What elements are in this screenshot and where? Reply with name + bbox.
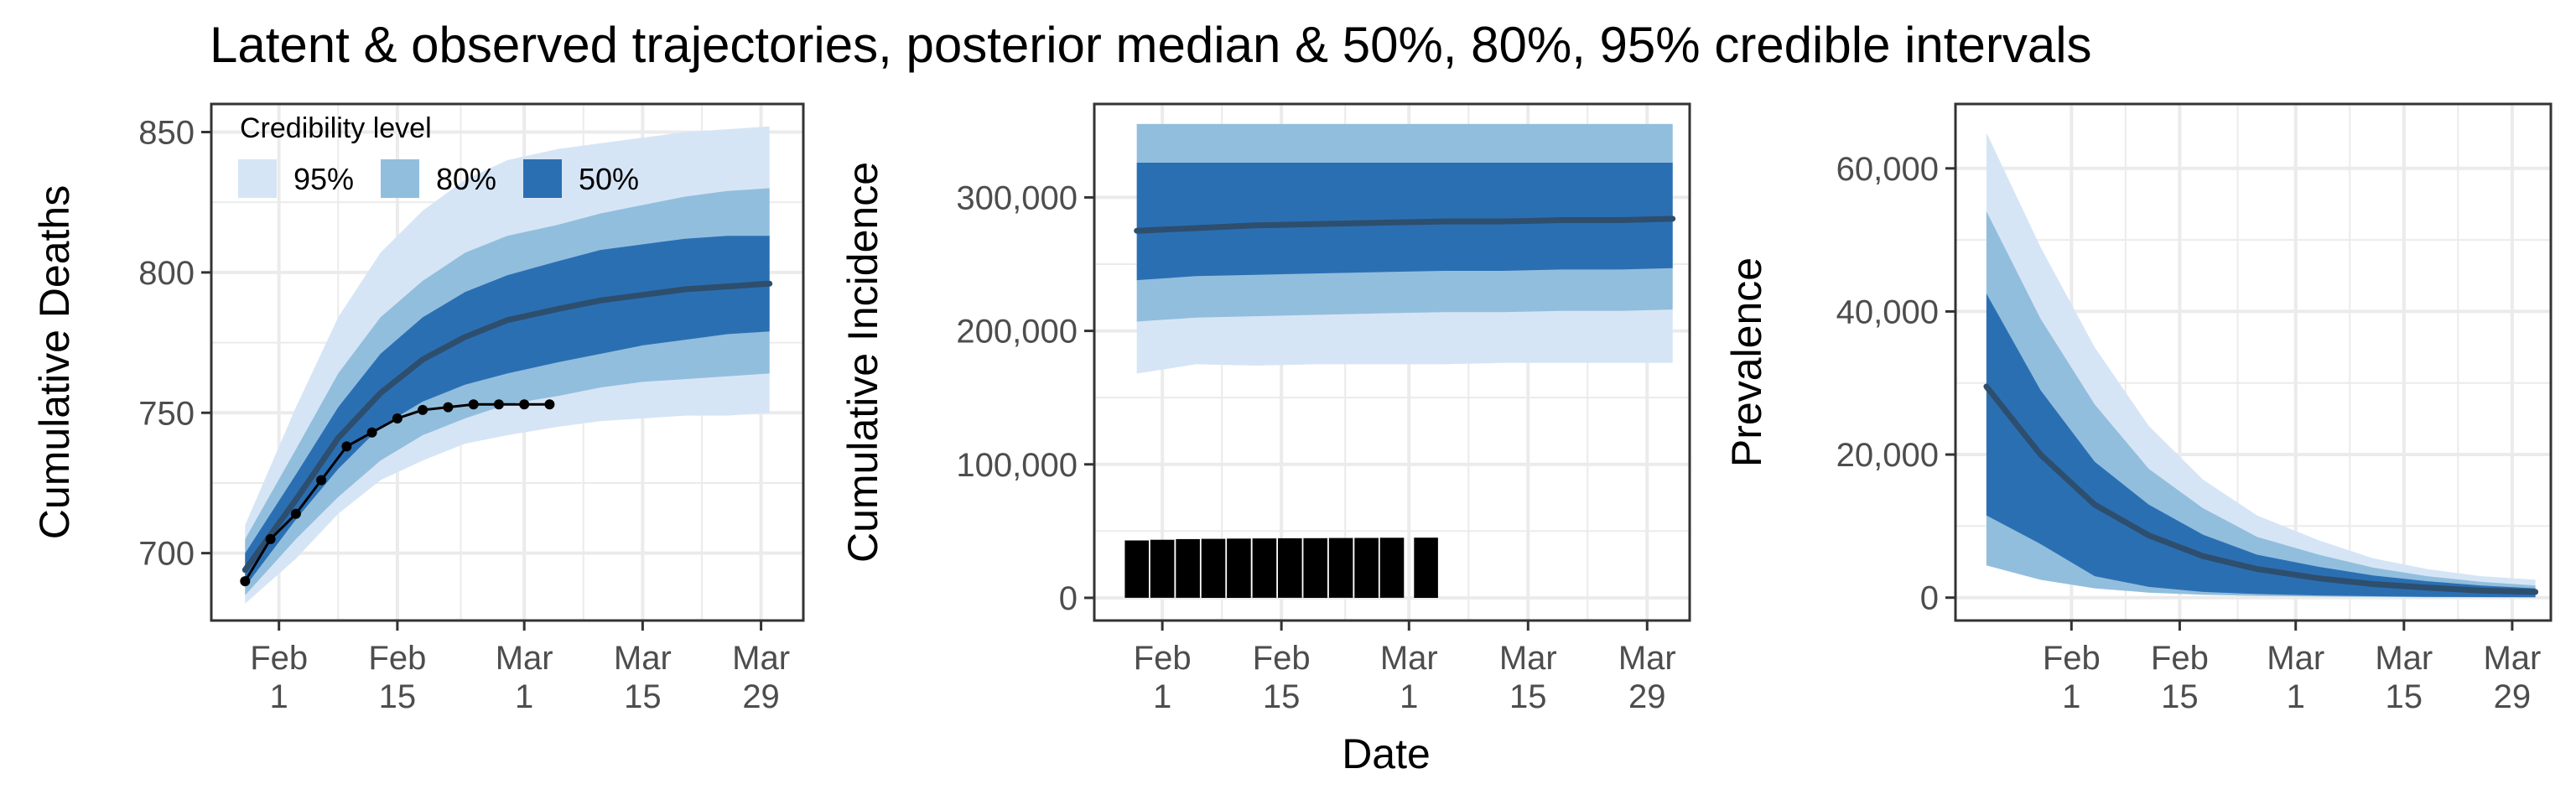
observed-point <box>290 508 301 519</box>
x-tick-label-day: 1 <box>1153 678 1171 715</box>
observed-point <box>392 413 402 423</box>
observed-bar <box>1201 538 1226 598</box>
x-tick-label-month: Mar <box>1618 640 1676 677</box>
legend-key-50 <box>523 159 562 198</box>
y-tick-label: 700 <box>138 536 195 573</box>
x-tick-label-day: 29 <box>2494 678 2532 715</box>
observed-point <box>544 399 555 410</box>
y-tick-label: 20,000 <box>1836 437 1939 474</box>
observed-bar <box>1176 538 1200 598</box>
legend: Credibility level 95% 80% 50% <box>238 112 639 198</box>
y-tick-label: 60,000 <box>1836 151 1939 188</box>
x-tick-label-day: 1 <box>2287 678 2305 715</box>
legend-item-95: 95% <box>238 159 354 198</box>
x-tick-label-day: 15 <box>2386 678 2423 715</box>
legend-item-50: 50% <box>523 159 639 198</box>
observed-bar <box>1252 538 1277 598</box>
y-axis-label: Prevalence <box>1723 257 1770 467</box>
figure-title: Latent & observed trajectories, posterio… <box>210 17 2092 73</box>
y-tick-label: 200,000 <box>956 314 1078 351</box>
x-tick-label-month: Feb <box>368 640 426 677</box>
legend-label-95: 95% <box>293 162 354 196</box>
legend-title: Credibility level <box>240 112 432 144</box>
median-line <box>1134 216 1676 234</box>
observed-point <box>418 404 428 415</box>
observed-bar <box>1303 538 1327 598</box>
legend-key-80 <box>381 159 419 198</box>
observed-point <box>240 576 251 587</box>
y-tick-label: 300,000 <box>956 179 1078 216</box>
x-tick-label-day: 15 <box>2161 678 2199 715</box>
panel-border <box>210 102 805 622</box>
x-tick-label-month: Mar <box>2267 640 2324 677</box>
x-tick-label-day: 15 <box>1509 678 1547 715</box>
x-tick-label-day: 15 <box>379 678 417 715</box>
x-tick-label-day: 1 <box>1400 678 1418 715</box>
legend-label-80: 80% <box>436 162 496 196</box>
observed-bar <box>1354 538 1379 598</box>
x-tick-label-day: 1 <box>515 678 533 715</box>
median-line <box>242 280 773 574</box>
x-tick-label-month: Mar <box>2375 640 2433 677</box>
x-tick-label-month: Feb <box>2151 640 2209 677</box>
x-tick-label-day: 15 <box>624 678 662 715</box>
y-tick-label: 0 <box>1920 580 1939 617</box>
observed-point <box>316 475 327 486</box>
x-tick-label-month: Feb <box>250 640 308 677</box>
y-axis-label: Cumulative Deaths <box>31 185 78 539</box>
observed-point <box>519 399 530 410</box>
observed-bar <box>1278 538 1302 598</box>
shared-x-axis-label: Date <box>1342 730 1431 777</box>
y-axis-label: Cumulative Incidence <box>839 162 886 563</box>
panel-border <box>1954 102 2553 622</box>
observed-point <box>341 441 352 452</box>
band-50 <box>245 236 770 587</box>
y-tick-label: 850 <box>138 114 195 151</box>
observed-point <box>265 533 276 544</box>
x-tick-label-day: 29 <box>1628 678 1666 715</box>
x-tick-label-day: 1 <box>270 678 288 715</box>
observed-point <box>468 399 479 410</box>
legend-key-95 <box>238 159 277 198</box>
panel-prevalence: 020,00040,00060,000Feb1Feb15Mar1Mar15Mar… <box>1723 102 2553 715</box>
x-tick-label-month: Mar <box>496 640 553 677</box>
legend-label-50: 50% <box>579 162 639 196</box>
y-tick-label: 750 <box>138 395 195 432</box>
observed-point <box>366 427 377 438</box>
panel-border <box>1093 102 1691 622</box>
observed-point <box>443 402 454 413</box>
x-tick-label-month: Feb <box>1134 640 1192 677</box>
observed-bar <box>1227 538 1251 598</box>
x-tick-label-day: 29 <box>742 678 780 715</box>
x-tick-label-month: Mar <box>732 640 790 677</box>
y-tick-label: 100,000 <box>956 447 1078 484</box>
panel-cumulative-incidence: 0100,000200,000300,000Feb1Feb15Mar1Mar15… <box>839 102 1691 715</box>
legend-item-80: 80% <box>381 159 496 198</box>
x-tick-label-month: Mar <box>1499 640 1557 677</box>
y-tick-label: 800 <box>138 255 195 292</box>
x-tick-label-month: Mar <box>2483 640 2541 677</box>
x-tick-label-month: Mar <box>1380 640 1438 677</box>
observed-bar <box>1150 539 1175 598</box>
y-tick-label: 40,000 <box>1836 293 1939 330</box>
x-tick-label-month: Feb <box>2043 640 2101 677</box>
observed-bar <box>1379 538 1405 598</box>
y-tick-label: 0 <box>1059 580 1078 617</box>
x-tick-label-month: Feb <box>1253 640 1311 677</box>
x-tick-label-month: Mar <box>614 640 672 677</box>
observed-bar <box>1328 538 1353 598</box>
observed-bar <box>1124 540 1149 598</box>
median-line <box>1983 383 2539 595</box>
x-tick-label-day: 1 <box>2062 678 2080 715</box>
panel-cumulative-deaths: 700750800850Feb1Feb15Mar1Mar15Mar29Cumul… <box>31 102 805 715</box>
observed-bar <box>1414 538 1438 598</box>
observed-point <box>493 399 504 410</box>
x-tick-label-day: 15 <box>1263 678 1301 715</box>
